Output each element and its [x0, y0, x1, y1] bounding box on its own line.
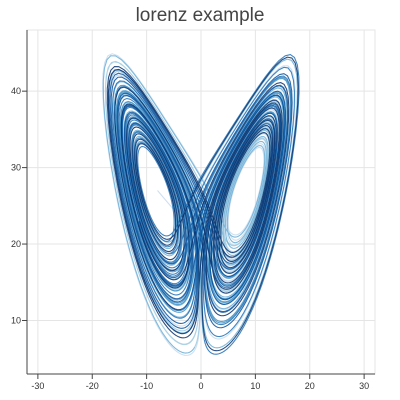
trajectory-lines: [102, 53, 300, 356]
y-tick-label: 20: [11, 239, 21, 249]
chart-title: lorenz example: [135, 5, 265, 26]
axis-ticks: -30 -20 -10 0 10 20 30 10 20 30 40: [11, 86, 369, 391]
x-tick-label: -20: [86, 381, 99, 391]
x-tick-label: 0: [198, 381, 203, 391]
y-tick-label: 10: [11, 315, 21, 325]
grid-lines: [27, 30, 375, 374]
y-tick-label: 30: [11, 163, 21, 173]
x-tick-label: -30: [31, 381, 44, 391]
trajectory-segment: [109, 72, 293, 329]
y-tick-label: 40: [11, 86, 21, 96]
trajectory-segment: [104, 60, 283, 348]
x-tick-label: 10: [250, 381, 260, 391]
x-tick-label: -10: [140, 381, 153, 391]
trajectory-segment: [111, 54, 300, 355]
trajectory-segment: [106, 56, 299, 352]
x-tick-label: 20: [305, 381, 315, 391]
x-tick-label: 30: [359, 381, 369, 391]
